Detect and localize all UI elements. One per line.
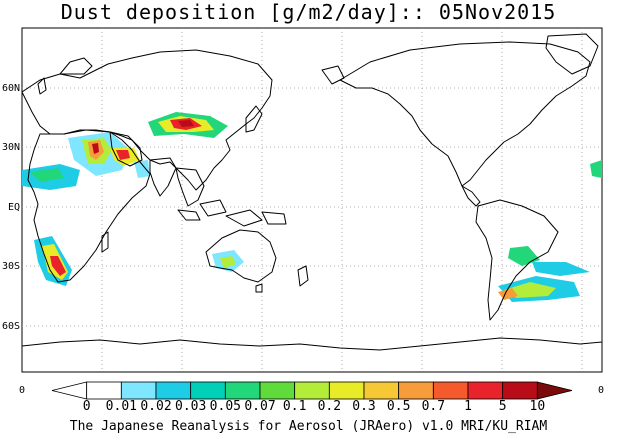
colorbar-tick-label: 0.1 <box>283 399 306 414</box>
colorbar-cell <box>155 381 192 400</box>
colorbar-tick-label: 0 <box>83 399 91 414</box>
lat-label-30n: 30N <box>2 142 20 153</box>
dust-region-australia-core <box>220 256 236 268</box>
colorbar-cell <box>190 381 226 400</box>
colorbar-cell <box>120 381 157 400</box>
colorbar-tick-label: 5 <box>499 399 507 414</box>
lat-label-60s: 60S <box>2 321 20 332</box>
colorbar-cell <box>398 381 434 400</box>
dust-region-patagonia-core <box>498 288 518 300</box>
colorbar-cell <box>86 381 122 400</box>
colorbar-cell <box>224 381 261 400</box>
colorbar-cell <box>294 381 330 400</box>
colorbar-tick-label: 0.05 <box>210 399 241 414</box>
dust-region-atlantic-core <box>30 168 64 182</box>
colorbar-tick-label: 0.07 <box>244 399 275 414</box>
colorbar-cell <box>51 381 88 400</box>
colorbar-cell <box>328 381 365 400</box>
footer-credit: The Japanese Reanalysis for Aerosol (JRA… <box>69 419 548 434</box>
dust-region-arabia-core <box>116 150 130 160</box>
dust-region-horn-of-africa <box>134 160 150 178</box>
latitude-labels: 60N 30N EQ 30S 60S <box>2 83 20 332</box>
colorbar-cell <box>536 381 573 400</box>
colorbar-cell <box>432 381 469 400</box>
colorbar-tick-label: 0.03 <box>175 399 206 414</box>
lat-label-30s: 30S <box>2 261 20 272</box>
colorbar-cell <box>363 381 400 400</box>
colorbar-cell <box>467 381 504 400</box>
colorbar-tick-label: 0.5 <box>387 399 410 414</box>
colorbar-tick-label: 0.7 <box>422 399 445 414</box>
dust-region-south-atlantic <box>532 262 590 276</box>
map-frame <box>21 27 603 373</box>
colorbar-tick-label: 10 <box>530 399 546 414</box>
colorbar-left-corner-label: 0 <box>19 385 25 396</box>
colorbar-tick-label: 0.02 <box>140 399 171 414</box>
dust-region-kalahari-high <box>50 256 66 276</box>
colorbar: 0 0 0 0.01 0.02 0.03 0.05 0.07 0.1 0.2 0.3 0.5 0.7… <box>19 381 604 414</box>
dust-region-north-america <box>590 160 602 178</box>
colorbar-tick-label: 1 <box>464 399 472 414</box>
dust-region-gobi-core <box>178 120 194 127</box>
coastlines <box>22 33 602 351</box>
colorbar-tick-label: 0.3 <box>352 399 375 414</box>
colorbar-cell <box>259 381 296 400</box>
colorbar-right-corner-label: 0 <box>598 385 604 396</box>
dust-shading <box>22 112 602 302</box>
map-title: Dust deposition [g/m2/day]:: 05Nov2015 <box>60 0 557 24</box>
lat-label-eq: EQ <box>8 202 20 213</box>
dust-region-sahara-core <box>92 143 99 154</box>
dust-region-patagonia-mid <box>504 282 556 298</box>
colorbar-tick-label: 0.01 <box>106 399 137 414</box>
colorbar-tick-label: 0.2 <box>318 399 341 414</box>
lat-label-60n: 60N <box>2 83 20 94</box>
colorbar-cell <box>502 381 538 400</box>
